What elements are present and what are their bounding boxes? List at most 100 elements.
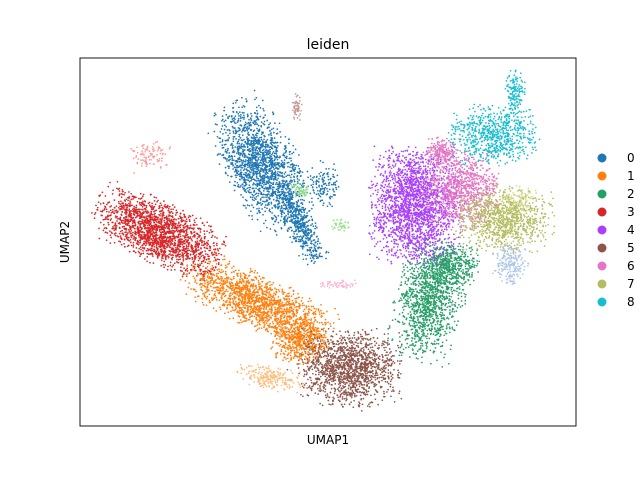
data-point: [273, 131, 275, 134]
data-point: [250, 119, 253, 122]
data-point: [257, 158, 260, 161]
data-point: [278, 122, 281, 125]
data-point: [266, 328, 268, 331]
data-point: [292, 315, 295, 318]
data-point: [322, 341, 325, 344]
data-point: [223, 106, 226, 109]
data-point: [238, 133, 241, 136]
data-point: [296, 219, 299, 222]
data-point: [224, 301, 227, 303]
data-point: [275, 320, 278, 323]
data-point: [209, 301, 212, 304]
data-point: [262, 153, 265, 156]
data-point: [268, 209, 271, 212]
data-point: [293, 328, 296, 331]
data-point: [304, 234, 307, 236]
data-point: [211, 289, 213, 292]
data-point: [420, 335, 423, 338]
data-point: [315, 343, 318, 346]
data-point: [325, 184, 328, 187]
data-point: [192, 275, 195, 278]
data-point: [247, 166, 249, 169]
data-point: [275, 218, 278, 221]
data-point: [258, 183, 261, 186]
data-point: [273, 145, 276, 148]
data-point: [249, 268, 252, 270]
data-point: [314, 326, 317, 329]
data-point: [272, 340, 275, 343]
data-point: [321, 199, 324, 202]
data-point: [216, 282, 219, 285]
data-point: [323, 327, 325, 330]
data-point: [283, 308, 286, 311]
data-point: [252, 165, 254, 168]
data-point: [323, 334, 326, 337]
data-point: [312, 239, 315, 242]
data-point: [448, 326, 451, 328]
data-point: [290, 157, 292, 160]
data-point: [265, 164, 268, 167]
data-point: [251, 193, 254, 196]
data-point: [255, 287, 257, 290]
data-point: [323, 189, 326, 191]
data-point: [306, 244, 309, 247]
data-point: [289, 328, 292, 331]
data-point: [245, 274, 247, 276]
data-point: [307, 310, 310, 313]
data-point: [223, 292, 225, 294]
data-point: [233, 150, 236, 153]
data-point: [274, 170, 277, 173]
data-point: [299, 198, 302, 201]
data-point: [276, 203, 279, 206]
data-point: [231, 107, 234, 109]
data-point: [259, 161, 262, 164]
data-point: [463, 292, 466, 295]
data-point: [265, 141, 267, 144]
data-point: [224, 267, 227, 269]
data-point: [232, 138, 235, 140]
data-point: [295, 226, 297, 229]
data-point: [234, 132, 237, 135]
data-point: [310, 247, 313, 249]
data-point: [234, 184, 237, 187]
data-point: [244, 178, 247, 181]
data-point: [258, 142, 261, 145]
data-point: [303, 304, 305, 307]
data-point: [280, 320, 282, 323]
data-point: [285, 358, 287, 360]
data-point: [459, 306, 462, 308]
data-point: [272, 150, 275, 153]
data-point: [319, 160, 322, 162]
data-point: [278, 181, 281, 184]
data-point: [228, 281, 231, 284]
data-point: [262, 319, 265, 322]
data-point: [264, 172, 267, 174]
data-point: [320, 312, 323, 315]
data-point: [233, 275, 235, 278]
data-point: [255, 278, 258, 280]
data-point: [300, 337, 303, 340]
data-point: [218, 137, 221, 139]
data-point: [298, 335, 300, 338]
data-point: [259, 211, 261, 214]
data-point: [239, 116, 242, 118]
data-point: [242, 296, 245, 299]
data-point: [416, 298, 418, 301]
data-point: [237, 151, 240, 154]
data-point: [291, 343, 294, 346]
data-point: [315, 186, 318, 189]
data-point: [281, 175, 284, 178]
data-point: [315, 308, 318, 310]
data-point: [290, 173, 293, 176]
data-point: [291, 196, 294, 199]
data-point: [263, 109, 265, 112]
data-point: [242, 304, 245, 307]
data-point: [278, 305, 281, 308]
data-point: [251, 145, 253, 147]
data-point: [283, 224, 286, 226]
data-point: [292, 308, 295, 311]
data-point: [260, 164, 262, 167]
data-point: [292, 151, 295, 154]
data-point: [288, 311, 291, 314]
data-point: [329, 177, 332, 180]
